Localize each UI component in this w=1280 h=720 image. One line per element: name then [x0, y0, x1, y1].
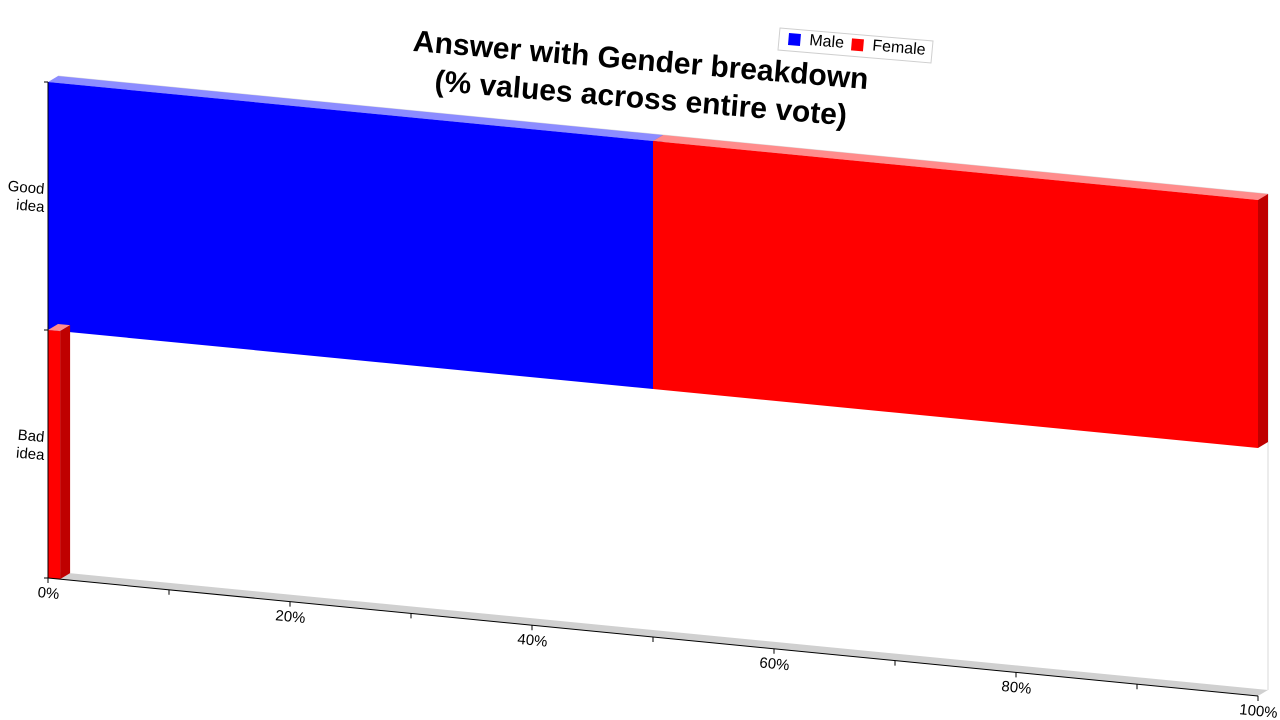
y-category-label: idea	[15, 445, 45, 464]
bar-top-female-good-idea	[653, 135, 1268, 200]
legend-swatch-female	[850, 38, 864, 52]
legend-swatch-male	[787, 33, 801, 46]
floor-plane	[48, 572, 1268, 696]
y-category-label: Good	[7, 178, 45, 198]
bar-side-female-good-idea	[1258, 194, 1268, 448]
x-tick-label: 0%	[37, 584, 60, 603]
x-tick-label: 40%	[517, 631, 549, 651]
x-tick-label: 20%	[275, 607, 307, 627]
bar-top-female-bad-idea	[48, 324, 71, 332]
y-category-label: Bad	[17, 427, 45, 446]
bar-male-good-idea	[48, 82, 653, 389]
x-tick-label: 60%	[759, 654, 791, 674]
bar-female-bad-idea	[48, 330, 61, 580]
bar-side-female-bad-idea	[60, 325, 71, 580]
legend-label-female: Female	[872, 37, 927, 58]
bars-group	[48, 76, 1268, 580]
y-category-label: idea	[15, 197, 45, 216]
legend-label-male: Male	[809, 32, 845, 52]
x-tick-label: 100%	[1239, 701, 1279, 720]
bar-top-male-good-idea	[48, 76, 663, 141]
legend: Male Female	[777, 27, 934, 64]
bar-female-good-idea	[653, 141, 1258, 448]
x-tick-label: 80%	[1001, 678, 1033, 698]
